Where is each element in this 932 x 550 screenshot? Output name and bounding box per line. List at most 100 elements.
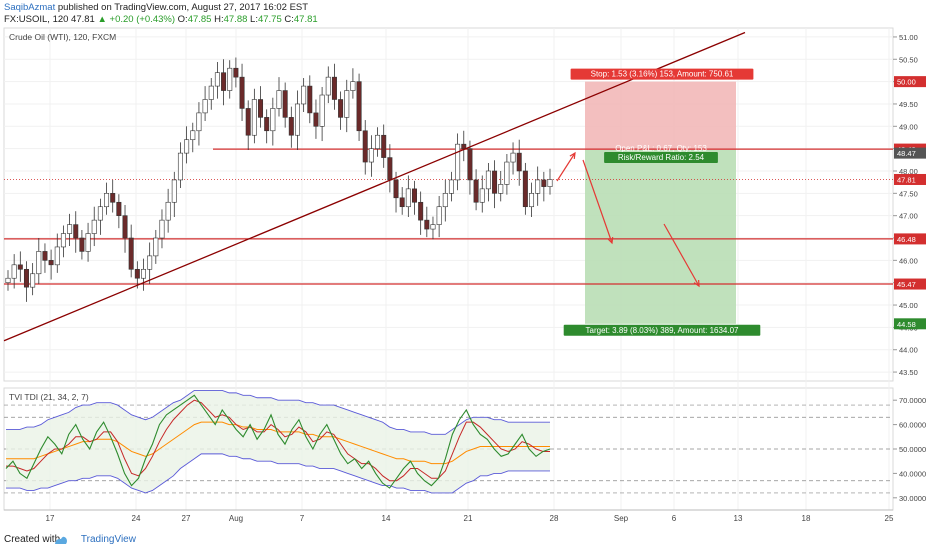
candle xyxy=(104,193,110,208)
projection-arrow xyxy=(556,152,576,182)
candle xyxy=(405,188,411,208)
indicator-y-tick-label: 50.0000 xyxy=(899,445,926,454)
candle xyxy=(165,201,171,221)
pnl-label: Open P&L: 0.67, Qty: 153 xyxy=(615,144,707,153)
candle xyxy=(258,99,264,118)
target-label: Target: 3.89 (8.03%) 389, Amount: 1634.0… xyxy=(586,326,740,335)
candle xyxy=(233,67,239,78)
candle xyxy=(288,117,294,136)
projection-arrowhead xyxy=(607,236,614,245)
open-label: O: xyxy=(177,14,188,25)
candle xyxy=(60,233,66,248)
candle xyxy=(110,193,116,203)
candle xyxy=(153,237,159,257)
y-tick-label: 44.00 xyxy=(899,346,918,355)
created-with-text: Created with xyxy=(4,534,61,545)
axis-price-tag xyxy=(894,278,926,290)
high-label: H: xyxy=(214,14,224,25)
candles xyxy=(5,57,553,302)
tdi-upper-band xyxy=(6,389,550,435)
chart-header: SaqibAzmat published on TradingView.com,… xyxy=(4,2,318,26)
indicator-y-tick-label: 70.0000 xyxy=(899,396,926,405)
candle xyxy=(307,85,313,114)
axis-price-tag-label: 46.48 xyxy=(897,235,916,244)
candle xyxy=(541,179,547,187)
candle xyxy=(270,108,276,132)
open-value: 47.85 xyxy=(187,14,212,25)
publish-line: SaqibAzmat published on TradingView.com,… xyxy=(4,2,318,14)
axis-price-tag-label: 45.47 xyxy=(897,280,916,289)
y-tick-label: 47.00 xyxy=(899,212,918,221)
candle xyxy=(387,157,393,181)
candle xyxy=(141,268,147,279)
author-link[interactable]: SaqibAzmat xyxy=(4,2,56,13)
candle xyxy=(36,251,42,275)
chart-canvas[interactable]: 17 24 27 Aug 7 14 21 28 Sep 6 13 18 25 51.00 50.50 50.0… xyxy=(0,0,932,532)
y-tick-label: 49.00 xyxy=(899,122,918,131)
low-value: 47.75 xyxy=(257,14,282,25)
candle xyxy=(5,277,11,283)
candle xyxy=(276,90,282,109)
candle xyxy=(85,233,91,252)
candle xyxy=(214,72,220,87)
candle xyxy=(11,264,17,279)
y-tick-label: 50.50 xyxy=(899,55,918,64)
candle xyxy=(91,219,97,234)
x-tick-label: 28 xyxy=(550,514,559,523)
candle xyxy=(30,273,36,288)
y-tick-label: 48.00 xyxy=(899,167,918,176)
axis-price-tag xyxy=(894,233,926,245)
y-tick-label: 45.00 xyxy=(899,301,918,310)
candle xyxy=(529,193,535,208)
x-tick-label: 14 xyxy=(382,514,391,523)
candle xyxy=(116,201,122,216)
stop-label: Stop: 1.53 (3.16%) 153, Amount: 750.61 xyxy=(591,70,734,79)
candle xyxy=(448,179,454,194)
target-zone xyxy=(585,149,736,324)
candle xyxy=(294,103,300,136)
low-label: L: xyxy=(250,14,258,25)
x-tick-label: 21 xyxy=(464,514,473,523)
candle xyxy=(227,67,233,91)
axis-price-tag-label: 50.00 xyxy=(897,78,916,87)
x-tick-label: Aug xyxy=(229,514,243,523)
tdi-lower-band xyxy=(6,453,550,494)
candle xyxy=(368,148,374,163)
x-tick-label: 27 xyxy=(182,514,191,523)
axis-price-tag-label: 48.47 xyxy=(897,149,916,158)
projection-arrowhead xyxy=(693,279,700,288)
candle xyxy=(510,152,516,163)
candle xyxy=(184,139,190,154)
tdi-rsi-line xyxy=(5,394,551,489)
candle xyxy=(455,143,461,181)
axis-price-tag xyxy=(894,173,926,185)
candle xyxy=(522,170,528,208)
candle xyxy=(485,170,491,190)
symbol-line: FX:USOIL, 120 47.81 ▲ +0.20 (+0.43%) O:4… xyxy=(4,14,318,26)
candle xyxy=(264,117,270,132)
candle xyxy=(159,219,165,239)
close-label: C: xyxy=(284,14,294,25)
candle xyxy=(196,112,202,132)
candle xyxy=(356,81,362,132)
x-tick-label: 25 xyxy=(885,514,894,523)
candle xyxy=(467,148,473,181)
candle xyxy=(319,94,325,127)
tradingview-brand[interactable]: TradingView xyxy=(80,534,136,545)
candle xyxy=(547,179,553,187)
x-tick-label: 18 xyxy=(802,514,811,523)
candle xyxy=(48,260,54,266)
axis-price-tag xyxy=(894,147,926,159)
indicator-y-tick-label: 60.0000 xyxy=(899,421,926,430)
candle xyxy=(516,152,522,172)
candle xyxy=(313,112,319,127)
stop-zone xyxy=(585,81,736,150)
target-label-bg xyxy=(563,324,761,336)
candle xyxy=(73,224,79,239)
projection-arrow xyxy=(663,223,700,287)
candle xyxy=(393,179,399,199)
candle xyxy=(535,179,541,194)
x-tick-label: 17 xyxy=(46,514,55,523)
candle xyxy=(424,219,430,230)
published-text: published on TradingView.com, August 27,… xyxy=(57,2,309,13)
